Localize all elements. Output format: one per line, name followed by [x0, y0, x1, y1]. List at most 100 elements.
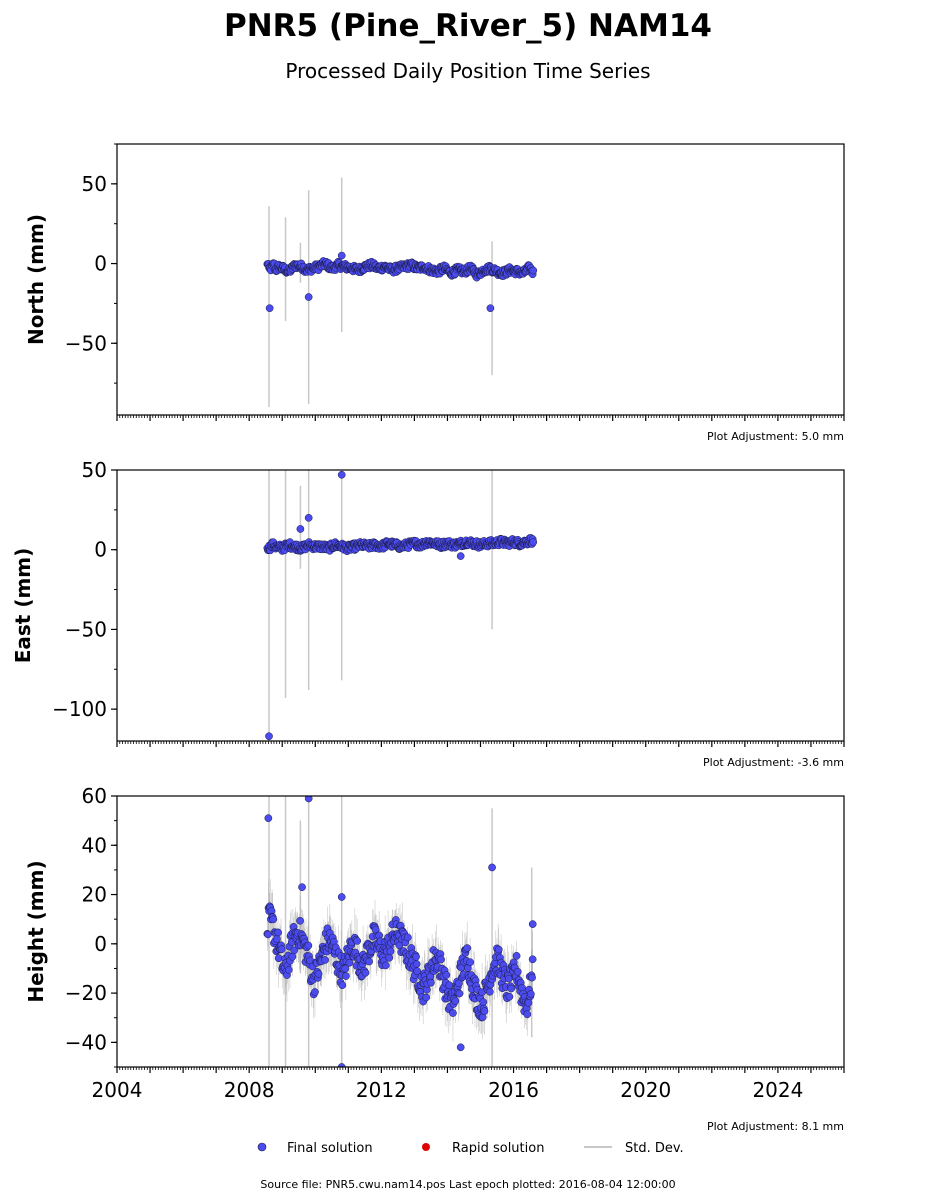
height-data-point [277, 945, 286, 954]
north-ytick-label: 0 [94, 252, 107, 276]
height-data-point [427, 978, 435, 987]
source-footer: Source file: PNR5.cwu.nam14.pos Last epo… [260, 1178, 675, 1191]
north-outlier-point [486, 304, 495, 313]
height-plot-area [263, 796, 537, 1067]
height-data-point [273, 935, 281, 943]
height-panel: 60 40 20 0 −20 −40 Height (mm) Plot Adjustment:… [24, 784, 845, 1133]
height-ytick-label: 0 [94, 932, 107, 956]
legend-rapid-label: Rapid solution [452, 1141, 544, 1156]
height-data-point [466, 958, 475, 967]
north-ytick-label: −50 [65, 331, 107, 355]
east-outlier-point [296, 525, 305, 533]
north-adjustment-note: Plot Adjustment: 5.0 mm [707, 430, 844, 443]
height-data-point [321, 956, 329, 964]
east-data-point [529, 538, 538, 546]
xtick-label: 2016 [488, 1078, 539, 1102]
north-plot-area [263, 177, 538, 408]
height-data-point [342, 972, 350, 980]
height-data-point [463, 944, 472, 952]
height-outlier-point [337, 1063, 346, 1067]
xtick-label: 2020 [620, 1078, 671, 1102]
xtick-label: 2004 [92, 1078, 143, 1102]
height-outlier-point [337, 893, 346, 901]
east-axes-frame [116, 469, 845, 742]
height-data-point [512, 952, 521, 960]
east-ytick-label: −50 [65, 617, 107, 641]
height-data-point [524, 998, 533, 1007]
north-outlier-point [337, 251, 346, 260]
north-panel: 50 0 −50 North (mm) Plot Adjustment: 5.0 mm [24, 143, 845, 443]
height-ylabel: Height (mm) [24, 860, 48, 1002]
north-outlier-point [265, 304, 274, 313]
height-outlier-point [456, 1043, 465, 1052]
legend-std-label: Std. Dev. [625, 1141, 684, 1156]
legend-final-marker [257, 1142, 267, 1152]
height-outlier-point [264, 814, 273, 823]
height-ytick-label: 60 [82, 784, 107, 808]
east-ytick-label: 50 [82, 458, 107, 482]
height-data-point [269, 915, 278, 924]
height-data-point [480, 1007, 489, 1016]
height-data-point [338, 981, 347, 990]
xtick-label: 2008 [224, 1078, 275, 1102]
height-data-point [528, 955, 537, 964]
height-data-point [381, 961, 390, 970]
east-adjustment-note: Plot Adjustment: -3.6 mm [703, 756, 844, 769]
height-data-point [353, 937, 362, 945]
height-data-point [451, 997, 460, 1005]
height-data-point [442, 971, 451, 979]
height-data-point [449, 1009, 457, 1017]
height-data-point [284, 966, 293, 974]
east-panel: 50 0 −50 −100 East (mm) Plot Adjustment: -3.6… [11, 458, 845, 769]
height-data-point [485, 987, 494, 996]
east-ytick-label: −100 [52, 697, 107, 721]
height-ytick-label: 40 [82, 833, 107, 857]
east-outlier-point [456, 552, 465, 560]
figure-subtitle: Processed Daily Position Time Series [285, 59, 650, 83]
figure-title: PNR5 (Pine_River_5) NAM14 [224, 8, 712, 44]
height-data-point [412, 960, 421, 968]
east-outlier-point [304, 513, 313, 522]
height-data-point [505, 992, 514, 1001]
legend: Final solution Rapid solution Std. Dev. [257, 1141, 684, 1156]
height-outlier-point [304, 796, 313, 803]
height-data-point [386, 947, 395, 956]
xtick-label: 2012 [356, 1078, 407, 1102]
east-ylabel: East (mm) [11, 548, 35, 664]
height-data-point [361, 968, 370, 977]
height-data-point [523, 1010, 532, 1019]
height-adjustment-note: Plot Adjustment: 8.1 mm [707, 1120, 844, 1133]
height-outlier-point [528, 920, 537, 928]
north-data-point [529, 266, 538, 275]
north-ytick-label: 50 [82, 172, 107, 196]
height-data-point [513, 967, 522, 976]
height-ytick-label: 20 [82, 883, 107, 907]
east-plot-area [263, 470, 538, 741]
height-data-point [528, 973, 536, 982]
height-axes-frame [116, 795, 845, 1068]
east-ytick-label: 0 [94, 538, 107, 562]
height-data-point [445, 981, 454, 990]
height-data-point [527, 990, 535, 998]
height-data-point [507, 984, 516, 993]
east-outlier-point [337, 470, 346, 479]
legend-rapid-marker [422, 1143, 430, 1151]
height-data-point [422, 993, 431, 1002]
height-data-point [505, 974, 513, 983]
height-data-point [264, 930, 272, 939]
height-data-point [412, 952, 420, 961]
height-data-point [274, 928, 282, 937]
height-data-point [296, 916, 304, 925]
height-data-point [494, 945, 503, 954]
height-data-point [455, 989, 464, 998]
height-ytick-label: −20 [65, 981, 107, 1005]
north-axes-frame [116, 143, 845, 416]
height-data-point [385, 953, 394, 962]
north-ylabel: North (mm) [24, 214, 48, 345]
height-data-point [403, 933, 412, 942]
legend-final-label: Final solution [287, 1141, 373, 1156]
height-data-point [314, 970, 323, 978]
height-data-point [437, 955, 445, 964]
height-data-point [341, 964, 350, 973]
